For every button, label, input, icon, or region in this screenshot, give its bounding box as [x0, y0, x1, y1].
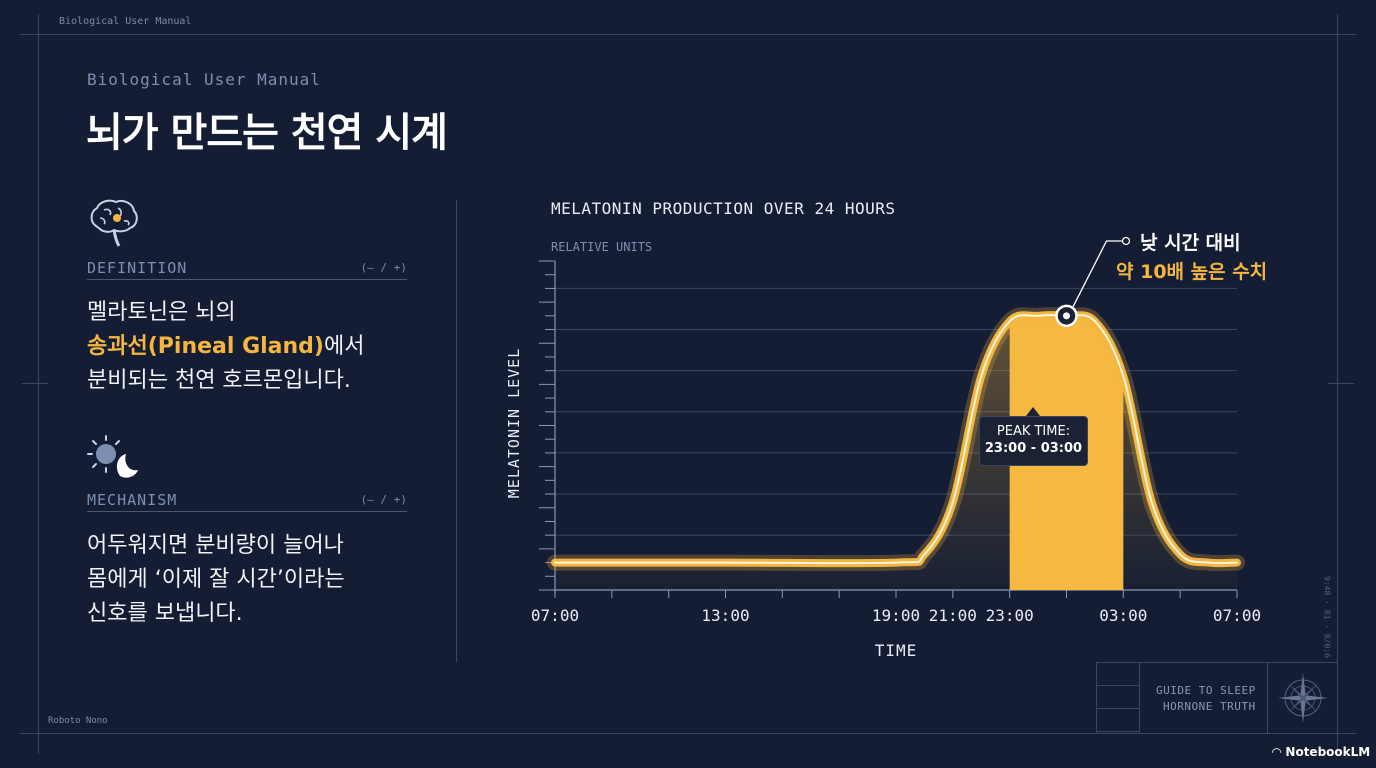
x-tick-label: 07:00 — [1212, 606, 1262, 625]
chart-title: MELATONIN PRODUCTION OVER 24 HOURS — [551, 199, 896, 218]
guide-stamp-cells — [1097, 663, 1140, 733]
guide-title-line-2: HORNONE TRUTH — [1163, 700, 1256, 713]
definition-line-2: 송과선(Pineal Gland)에서 — [87, 330, 447, 364]
mechanism-line-3: 신호를 보냅니다. — [87, 601, 243, 626]
definition-line-2-suffix: 에서 — [323, 334, 365, 359]
x-tick-label: 13:00 — [701, 606, 750, 625]
mechanism-text: 어두워지면 분비량이 늘어나 몸에게 ‘이제 잘 시간’이라는 신호를 보냅니다… — [87, 529, 447, 631]
page-subtitle: Biological User Manual — [87, 70, 321, 89]
brand-label: NotebookLM — [1285, 745, 1371, 759]
y-unit-label: RELATIVE UNITS — [551, 240, 653, 254]
brain-icon — [90, 199, 138, 247]
notebooklm-logo-icon: ◠ — [1272, 745, 1286, 759]
peak-annotation-line-2: 약 10배 높은 수치 — [1116, 261, 1268, 283]
definition-label: DEFINITION — [87, 259, 188, 277]
peak-tooltip-arrow — [1026, 407, 1040, 416]
frame-top-line — [20, 34, 1356, 35]
x-tick-label: 21:00 — [928, 606, 977, 625]
annotation-leader-end — [1121, 236, 1131, 246]
x-tick-label: 23:00 — [985, 606, 1034, 625]
guide-stamp-box — [1096, 662, 1338, 734]
definition-line-1: 멜라토닌은 뇌의 — [87, 300, 236, 325]
frame-left-tick — [22, 383, 48, 384]
guide-title-line-1: GUIDE TO SLEEP — [1156, 684, 1256, 697]
mechanism-line-2: 몸에게 ‘이제 잘 시간’이라는 — [87, 567, 345, 592]
peak-time-tooltip: PEAK TIME: 23:00 - 03:00 — [979, 416, 1088, 466]
notebooklm-brand: ◠ NotebookLM — [1272, 745, 1370, 759]
compass-cell — [1267, 663, 1338, 733]
mechanism-toggle[interactable]: (– / +) — [360, 493, 407, 506]
annotation-leader-line — [1071, 240, 1122, 309]
frame-right-line — [1337, 14, 1338, 754]
top-tag: Biological User Manual — [59, 16, 192, 27]
mechanism-line-1: 어두워지면 분비량이 늘어나 — [87, 533, 344, 558]
definition-text: 멜라토닌은 뇌의 송과선(Pineal Gland)에서 분비되는 천연 호르몬… — [87, 296, 447, 398]
compass-icon — [1278, 673, 1328, 723]
x-tick-label: 07:00 — [530, 606, 580, 625]
definition-header: DEFINITION (– / +) — [87, 259, 407, 280]
peak-annotation-line-1: 낮 시간 대비 — [1140, 232, 1241, 254]
definition-toggle[interactable]: (– / +) — [360, 261, 407, 274]
peak-time-label: PEAK TIME: — [996, 424, 1071, 439]
x-tick-label: 19:00 — [871, 606, 921, 625]
side-note: 9:48 · 81 · 8/0:6 — [1322, 576, 1332, 658]
definition-line-3: 분비되는 천연 호르몬입니다. — [87, 368, 351, 393]
frame-bottom-line — [20, 733, 1356, 734]
sun-moon-icon — [87, 435, 138, 478]
font-note: Roboto Nono — [48, 716, 108, 726]
mechanism-header: MECHANISM (– / +) — [87, 491, 407, 512]
vertical-divider — [456, 200, 457, 662]
page-title: 뇌가 만드는 천연 시계 — [86, 110, 448, 156]
x-tick-label: 03:00 — [1099, 606, 1148, 625]
peak-time-range: 23:00 - 03:00 — [984, 441, 1083, 456]
frame-left-line — [38, 14, 39, 754]
x-axis-label: TIME — [874, 641, 918, 660]
melatonin-line-core — [554, 314, 1238, 565]
frame-right-tick — [1328, 383, 1354, 384]
mechanism-label: MECHANISM — [87, 491, 178, 509]
pineal-gland-highlight: 송과선(Pineal Gland) — [87, 334, 324, 359]
peak-marker-dot — [1063, 312, 1070, 320]
